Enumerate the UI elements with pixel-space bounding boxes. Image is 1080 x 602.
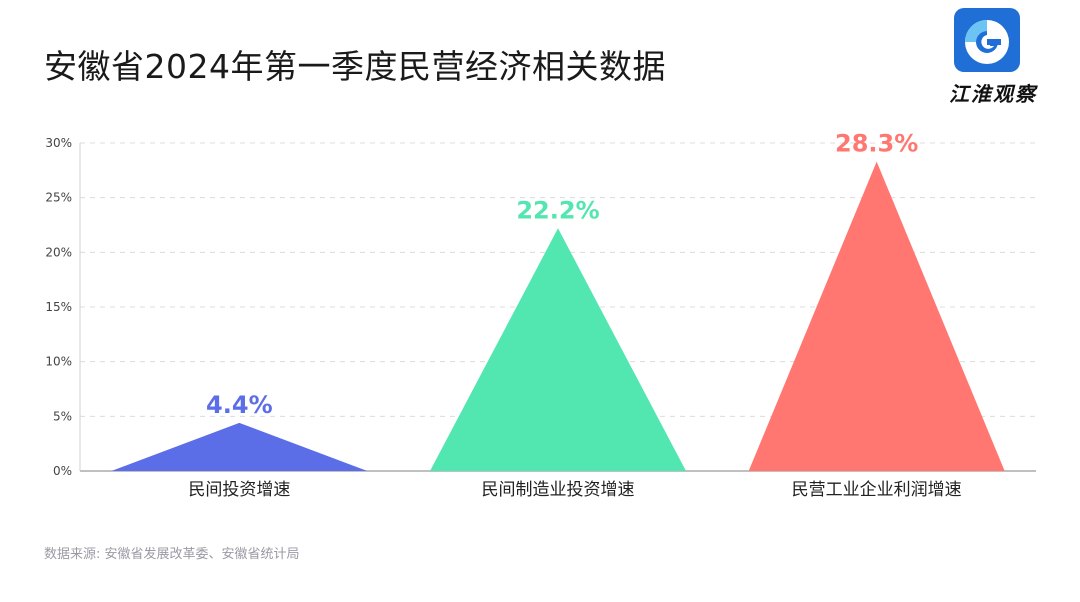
x-tick-label: 民间制造业投资增速 <box>482 480 635 500</box>
chart-marks: 4.4% 民间投资增速 22.2% 民间制造业投资增速 28.3% 民营工业企业利润增速 <box>111 130 1005 500</box>
data-label: 22.2% <box>516 196 599 224</box>
brand-logo: 江淮观察 <box>938 8 1048 108</box>
jianghuai-logo-icon <box>954 8 1020 72</box>
bar-mark <box>111 422 368 471</box>
y-tick-label: 15% <box>45 300 72 314</box>
data-label: 4.4% <box>206 391 273 419</box>
y-axis-ticks: 0% 5% 10% 15% 20% 25% 30% <box>45 136 72 478</box>
logo-wordmark: 江淮观察 <box>949 82 1037 106</box>
data-source-note: 数据来源: 安徽省发展改革委、安徽省统计局 <box>44 547 300 562</box>
y-tick-label: 25% <box>45 191 72 205</box>
bar-mark <box>430 228 686 471</box>
page-title: 安徽省2024年第一季度民营经济相关数据 <box>44 47 666 86</box>
y-tick-label: 30% <box>45 136 72 150</box>
y-tick-label: 10% <box>45 355 72 369</box>
y-tick-label: 5% <box>53 409 72 423</box>
y-tick-label: 20% <box>45 245 72 259</box>
bar-mark <box>748 161 1005 471</box>
x-tick-label: 民营工业企业利润增速 <box>792 480 962 500</box>
y-tick-label: 0% <box>53 464 72 478</box>
data-label: 28.3% <box>835 130 918 158</box>
x-tick-label: 民间投资增速 <box>188 480 290 500</box>
